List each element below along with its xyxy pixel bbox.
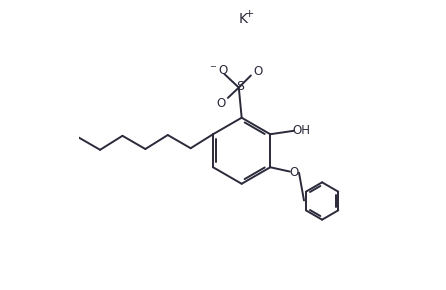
Text: +: + — [245, 9, 254, 19]
Text: O: O — [290, 166, 299, 179]
Text: $^-$O: $^-$O — [208, 64, 229, 77]
Text: S: S — [236, 80, 244, 93]
Text: OH: OH — [292, 124, 310, 137]
Text: O: O — [216, 97, 226, 110]
Text: K: K — [239, 12, 248, 26]
Text: O: O — [253, 65, 262, 78]
